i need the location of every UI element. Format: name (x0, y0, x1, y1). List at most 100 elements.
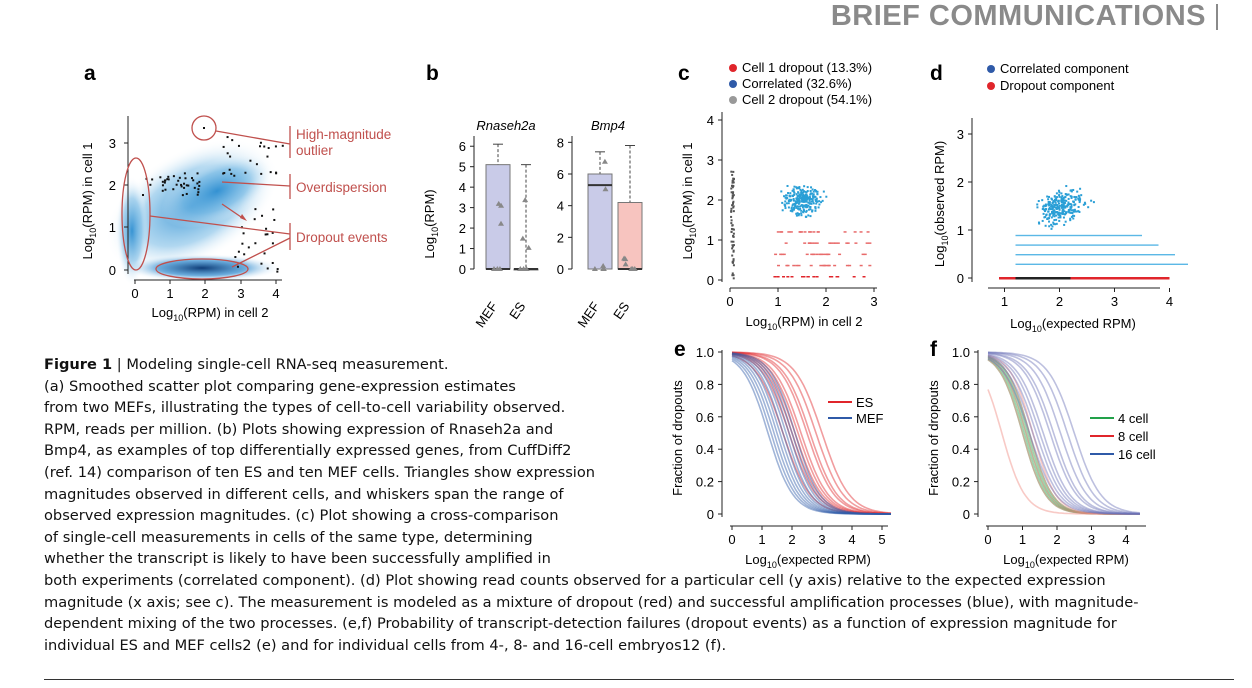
panel-d-point (1068, 209, 1071, 212)
panel-c-point (730, 222, 733, 225)
panel-c-point (813, 242, 817, 244)
panel-c-point (804, 205, 807, 208)
panel-c-point (809, 197, 812, 200)
panel-a-point (263, 145, 266, 148)
panel-d-ytick: 0 (957, 271, 964, 286)
panel-a-point (196, 193, 199, 196)
panel-c-point (732, 200, 735, 203)
panel-c-point (731, 247, 734, 250)
panel-c-point (732, 202, 735, 205)
panel-c-point (815, 253, 819, 256)
panel-c-point (776, 276, 780, 278)
panel-d-point (1051, 206, 1054, 209)
panel-c-point (732, 191, 735, 194)
panel-c-point (806, 186, 809, 189)
panel-a-point (167, 175, 170, 178)
panel-c: c Cell 1 dropout (13.3%) Correlated (32.… (678, 60, 878, 332)
panel-c-point (816, 231, 820, 233)
panel-d-point (1060, 201, 1063, 204)
panel-f-ytick: 0.4 (952, 442, 970, 457)
panel-d-point (1080, 194, 1083, 197)
panel-d-dropout-band-dense (1015, 277, 1071, 280)
panel-c-xtick: 1 (774, 294, 781, 309)
panel-c-point (807, 201, 810, 204)
panel-c-point (730, 187, 733, 190)
panel-d-point (1061, 212, 1064, 215)
panel-c-point (809, 231, 813, 233)
panel-e-curve-es (731, 353, 891, 515)
panel-e: e 0 0.2 0.4 0.6 0.8 1.0 0 1 2 3 4 5 Log10(expected… (670, 338, 892, 570)
panel-c-point (868, 264, 872, 267)
panel-a-point (228, 168, 231, 171)
panel-c-legend-marker (729, 80, 737, 88)
panel-c-point (853, 231, 857, 233)
panel-a-point (237, 250, 240, 253)
panel-c-point (865, 242, 869, 244)
panel-c-point (852, 276, 856, 278)
panel-d-point (1050, 210, 1053, 213)
panel-c-point (834, 242, 838, 244)
panel-e-curve-es (731, 351, 892, 515)
panel-c-point (807, 208, 810, 211)
panel-a-point (172, 175, 175, 178)
panel-c-point (781, 209, 784, 212)
panel-d-point (1046, 195, 1049, 198)
panel-d-point (1052, 221, 1055, 224)
panel-c-point (795, 264, 799, 267)
panel-a-point (266, 267, 269, 270)
panel-d-point (1052, 200, 1055, 203)
panel-c-point (803, 242, 807, 244)
panel-d-point (1078, 210, 1081, 213)
panel-c-point (789, 231, 793, 233)
panel-c-point (732, 258, 735, 261)
panel-a-point (269, 171, 272, 174)
panel-a-point (243, 253, 246, 256)
panel-c-point (800, 190, 803, 193)
panel-c-point (797, 191, 800, 194)
panel-d-point (1053, 215, 1056, 218)
panel-b-triangle-marker (600, 266, 607, 271)
panel-c-point (800, 193, 803, 196)
panel-c-point (815, 190, 818, 193)
panel-a-point (142, 194, 145, 197)
panel-c-point (798, 205, 801, 208)
panel-d-point (1056, 203, 1059, 206)
panel-c-point (731, 181, 734, 184)
panel-c-point (816, 190, 819, 193)
panel-c-point (774, 253, 778, 256)
panel-b-triangle-marker (601, 158, 608, 164)
panel-f-curve-16-cell (987, 355, 1140, 515)
panel-c-point (801, 197, 804, 200)
panel-d-point (1047, 198, 1050, 201)
panel-c-point (819, 264, 823, 267)
panel-a-point (229, 155, 232, 158)
panel-d-point (1065, 185, 1068, 188)
panel-c-point (809, 208, 812, 211)
panel-c-point (801, 206, 804, 209)
panel-c-point (802, 191, 805, 194)
panel-c-point (731, 260, 734, 263)
panel-d-point (1062, 199, 1065, 202)
panel-f-yticks: 0 0.2 0.4 0.6 0.8 1.0 (952, 345, 978, 522)
panel-d-point (1077, 210, 1080, 213)
panel-d-point (1078, 196, 1081, 199)
panel-c-point (731, 195, 734, 198)
panel-d-point (1048, 213, 1051, 216)
panel-b-group-labels: MEF ES MEF ES (472, 299, 632, 330)
panel-c-point (792, 197, 795, 200)
panel-a-point (253, 218, 256, 221)
panel-b-group-mef-1: MEF (472, 299, 500, 330)
panel-a-ytick: 0 (109, 263, 116, 278)
panel-d-point (1043, 209, 1046, 212)
panel-c-point (810, 202, 813, 205)
panel-c-point (795, 186, 798, 189)
panel-f-curve-4-cell (987, 357, 1140, 515)
panel-c-xtick: 2 (822, 294, 829, 309)
panel-d-xtick: 4 (1166, 294, 1173, 309)
panel-c-point (802, 204, 805, 207)
panel-f-xtick: 4 (1122, 532, 1129, 547)
panel-c-ytick: 4 (707, 113, 714, 128)
panel-c-legend: Cell 1 dropout (13.3%) Correlated (32.6%… (729, 60, 872, 107)
panel-d-point (1048, 220, 1051, 223)
panel-d: d Correlated component Dropout component… (930, 61, 1188, 334)
